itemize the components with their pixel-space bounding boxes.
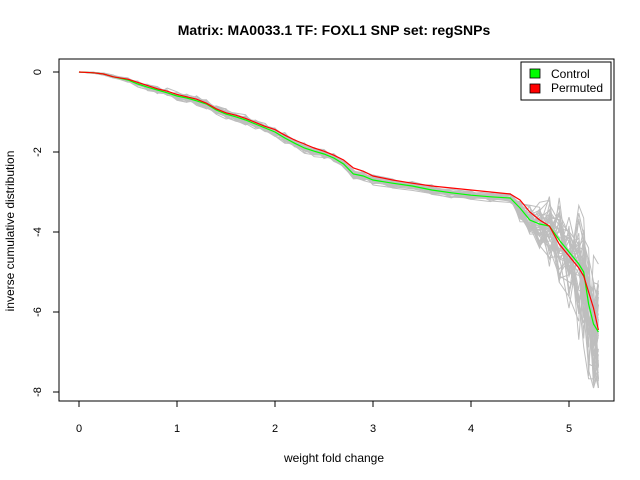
x-tick-label: 0: [76, 423, 82, 435]
legend-box: [520, 61, 612, 101]
x-tick-label: 3: [370, 423, 376, 435]
background-series-line: [78, 71, 599, 380]
legend-swatch-permuted: [529, 83, 541, 94]
y-tick-label: -2: [32, 147, 44, 157]
y-tick-label: -6: [32, 307, 44, 317]
y-axis: 0 -2 -4 -6 -8: [32, 69, 59, 397]
background-series-line: [78, 71, 599, 368]
background-series-line: [78, 71, 599, 389]
x-tick-label: 2: [272, 423, 278, 435]
background-series-line: [78, 71, 599, 384]
y-axis-label: inverse cumulative distribution: [3, 151, 17, 312]
background-series-line: [78, 71, 599, 389]
background-series-line: [78, 71, 599, 317]
y-tick-label: -4: [32, 227, 44, 237]
series-line-permuted: [78, 71, 599, 331]
background-series-line: [78, 71, 599, 379]
background-series-line: [78, 71, 599, 377]
background-series-line: [78, 71, 599, 380]
plot-frame: [58, 58, 615, 402]
legend-label-control: Control: [551, 67, 590, 81]
background-series-line: [78, 71, 599, 389]
background-series-line: [78, 71, 599, 389]
background-series-line: [78, 71, 599, 387]
background-series-line: [78, 71, 599, 381]
x-axis: 0 1 2 3 4 5: [76, 401, 572, 435]
background-series-line: [78, 71, 599, 368]
background-series-line: [78, 71, 599, 380]
x-axis-label: weight fold change: [283, 451, 384, 465]
x-tick-label: 5: [566, 423, 572, 435]
chart-title: Matrix: MA0033.1 TF: FOXL1 SNP set: regS…: [178, 22, 491, 38]
legend-swatch-control: [529, 68, 541, 79]
legend: Control Permuted: [520, 61, 612, 101]
permutation-background-lines: [78, 71, 599, 389]
y-tick-label: -8: [32, 387, 44, 397]
legend-label-permuted: Permuted: [551, 81, 603, 95]
background-series-line: [78, 71, 599, 326]
series-lines: [78, 71, 599, 333]
x-tick-label: 1: [174, 423, 180, 435]
background-series-line: [78, 71, 599, 378]
background-series-line: [78, 71, 599, 295]
x-tick-label: 4: [468, 423, 474, 435]
series-line-control: [78, 71, 599, 333]
background-series-line: [78, 71, 599, 389]
background-series-line: [78, 71, 599, 324]
y-tick-label: 0: [32, 69, 44, 75]
